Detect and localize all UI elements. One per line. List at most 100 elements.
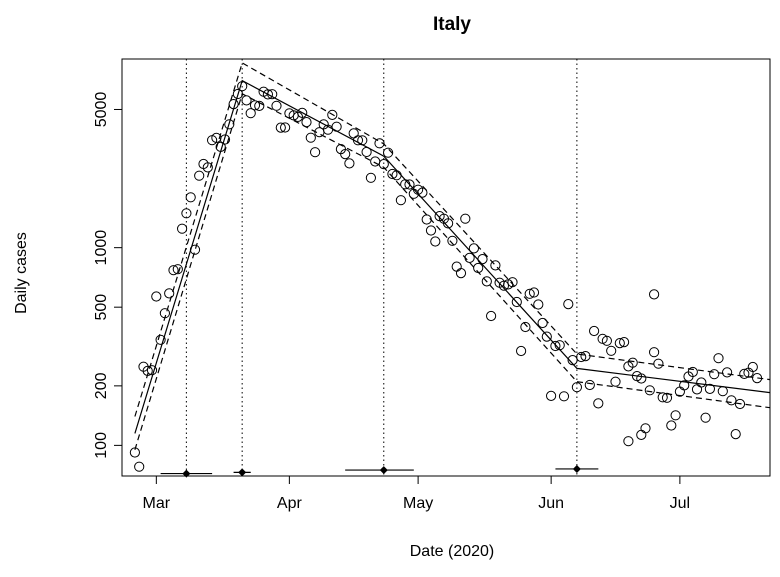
data-point — [473, 262, 484, 274]
data-point — [486, 310, 497, 322]
data-point — [361, 146, 372, 158]
data-point — [696, 377, 707, 388]
data-point — [576, 351, 587, 363]
fit-upper-line — [134, 62, 771, 417]
data-point — [249, 100, 261, 111]
data-point — [726, 395, 737, 406]
data-point — [528, 287, 540, 298]
data-point — [649, 347, 660, 358]
data-point — [593, 398, 604, 409]
data-point — [391, 170, 402, 181]
chart-title: Italy — [433, 14, 471, 35]
data-point — [451, 261, 462, 272]
data-point — [421, 214, 432, 225]
data-point — [606, 345, 617, 356]
data-point — [378, 159, 389, 170]
data-point — [340, 149, 351, 160]
fit-lower-line — [134, 92, 771, 450]
data-point — [159, 308, 170, 319]
data-point — [305, 132, 316, 143]
data-point — [151, 291, 162, 302]
data-point — [387, 168, 398, 180]
data-point — [589, 325, 600, 337]
axes: Mar Apr May Jun Jul 100 200 500 1000 5000 — [93, 58, 771, 512]
data-point — [580, 351, 591, 362]
data-point — [554, 340, 565, 351]
data-point — [327, 109, 338, 121]
data-point — [310, 147, 321, 158]
data-point — [168, 265, 179, 276]
data-point — [357, 135, 368, 146]
data-point — [430, 236, 441, 247]
data-point — [374, 138, 385, 149]
data-point — [644, 385, 655, 396]
data-point — [717, 386, 728, 397]
data-point — [490, 260, 501, 271]
data-point — [636, 373, 647, 384]
x-tick-label: Apr — [277, 495, 303, 512]
data-point — [558, 391, 570, 402]
data-point — [640, 423, 651, 434]
data-point — [691, 384, 703, 395]
data-point — [670, 410, 681, 421]
y-axis-title: Daily cases — [13, 232, 30, 314]
data-point — [550, 340, 561, 352]
data-point — [352, 135, 364, 146]
y-tick-label: 100 — [93, 432, 110, 459]
data-point — [241, 95, 252, 106]
data-point — [653, 358, 664, 369]
data-point — [267, 89, 278, 100]
data-point — [533, 299, 544, 310]
data-point — [185, 192, 196, 203]
data-point — [134, 461, 145, 472]
data-point — [674, 386, 686, 397]
data-point — [619, 337, 630, 348]
breakpoint-estimate-marker — [572, 464, 581, 473]
x-tick-label: May — [403, 495, 433, 512]
data-point — [468, 243, 479, 254]
data-point — [524, 288, 535, 299]
data-point — [155, 334, 166, 345]
data-point — [636, 429, 647, 440]
data-point — [344, 158, 355, 169]
data-point — [516, 345, 527, 357]
data-point — [194, 170, 205, 181]
data-point — [146, 365, 158, 376]
data-point — [417, 187, 428, 198]
data-point — [666, 420, 677, 431]
data-point — [498, 280, 509, 291]
data-point — [301, 117, 312, 128]
data-point — [237, 81, 248, 92]
data-point — [129, 447, 140, 458]
data-point — [687, 366, 698, 378]
data-point — [370, 156, 381, 167]
data-point — [297, 107, 308, 119]
data-point — [455, 268, 467, 279]
y-tick-label: 500 — [93, 294, 110, 321]
data-point — [189, 244, 201, 255]
x-tick-label: Jul — [670, 495, 690, 512]
x-tick-label: Jun — [538, 495, 564, 512]
data-point — [537, 317, 548, 329]
data-point — [627, 357, 638, 368]
data-point — [425, 225, 437, 236]
data-point — [614, 338, 625, 349]
data-point — [224, 119, 235, 130]
data-point — [142, 365, 153, 376]
data-point — [443, 218, 454, 229]
data-point — [172, 264, 183, 275]
data-point — [464, 252, 475, 263]
data-point — [661, 392, 673, 403]
data-point — [215, 141, 226, 152]
data-point — [383, 147, 394, 158]
data-point — [228, 99, 239, 110]
data-point — [245, 108, 256, 119]
data-point — [254, 100, 265, 112]
plot-frame — [121, 58, 771, 477]
y-tick-label: 200 — [93, 372, 110, 399]
data-point — [177, 223, 188, 234]
data-point — [232, 88, 243, 100]
data-point — [623, 436, 634, 447]
data-point — [704, 383, 716, 394]
data-point — [546, 390, 557, 401]
